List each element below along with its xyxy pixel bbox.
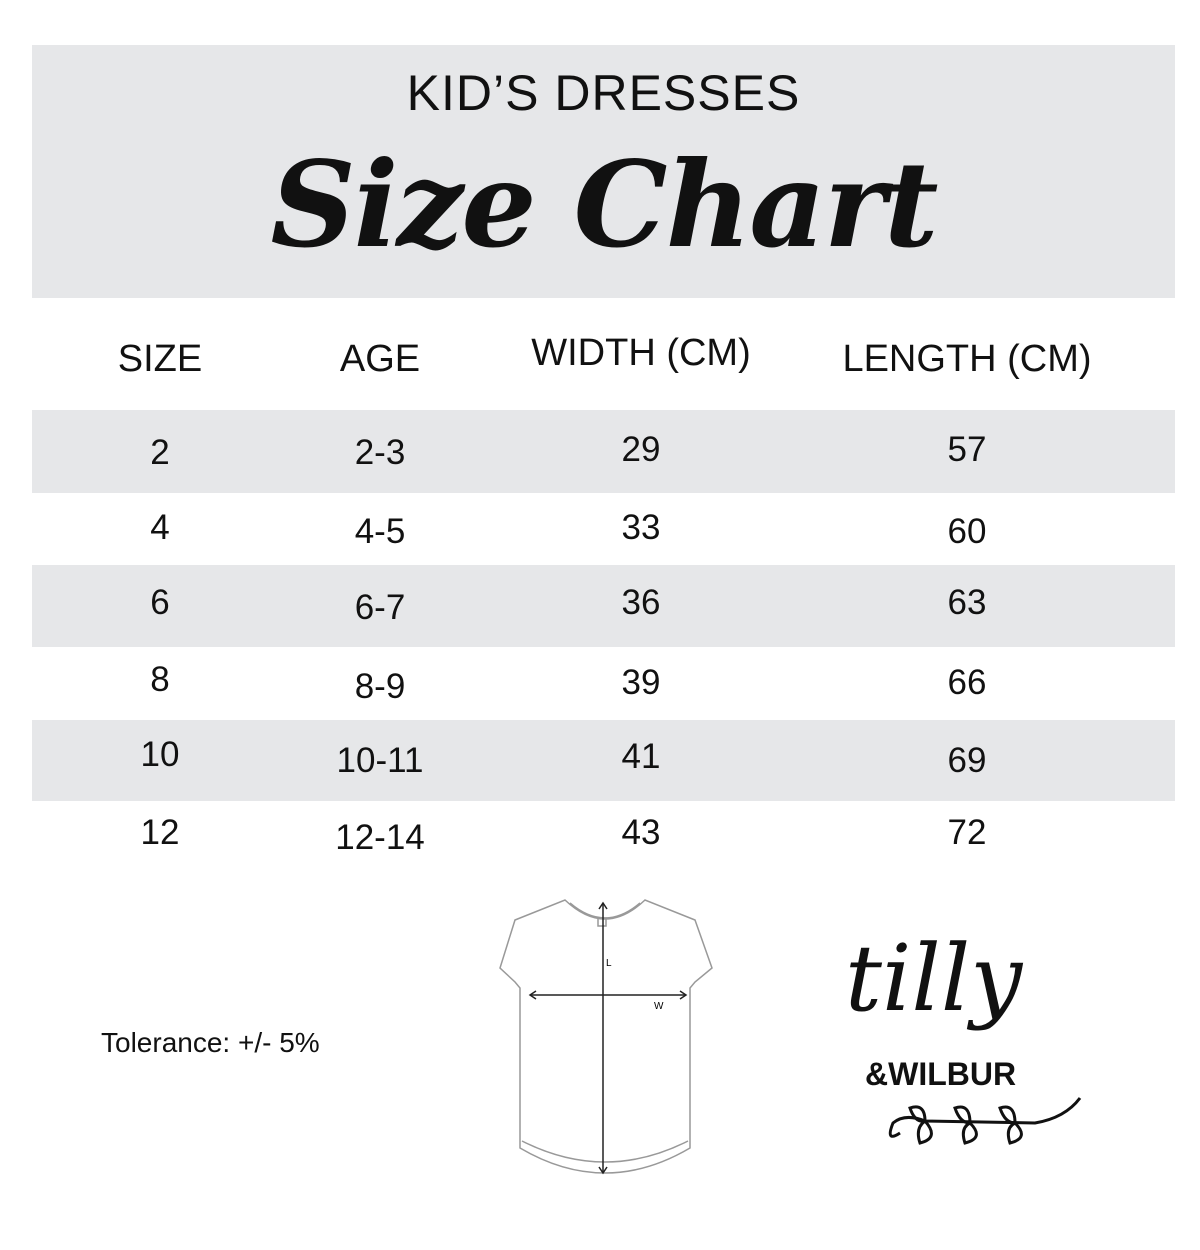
table-cell: 57 <box>947 430 987 469</box>
table-cell: 6-7 <box>354 588 406 627</box>
table-cell: 12-14 <box>335 818 425 857</box>
table-cell: 2 <box>150 433 170 472</box>
tilly-wilbur-logo: tilly &WILBUR <box>845 925 1082 1145</box>
dress-diagram: L W <box>499 899 713 1175</box>
subtitle: KID’S DRESSES <box>406 65 801 121</box>
table-cell: 8-9 <box>354 667 406 706</box>
table-cell: 36 <box>621 583 661 622</box>
table-cell: 41 <box>621 737 661 776</box>
table-cell: 29 <box>621 430 661 469</box>
logo-wordmark-tilly: tilly <box>845 925 1023 1032</box>
table-cell: 39 <box>621 663 661 702</box>
table-cell: 72 <box>947 813 987 852</box>
table-cell: 8 <box>150 660 170 699</box>
table-cell: 66 <box>947 663 987 702</box>
table-cell: 6 <box>150 583 170 622</box>
length-label: L <box>606 958 612 969</box>
table-cell: 10-11 <box>336 741 424 780</box>
table-row <box>32 801 1175 870</box>
table-row <box>32 647 1175 720</box>
leaf-branch-icon <box>888 1097 1082 1145</box>
table-row <box>32 493 1175 565</box>
table-cell: 60 <box>947 512 987 551</box>
tolerance-note: Tolerance: +/- 5% <box>101 1027 320 1058</box>
column-header: AGE <box>339 338 421 380</box>
logo-wordmark-wilbur: &WILBUR <box>865 1056 1016 1092</box>
table-cell: 2-3 <box>354 433 406 472</box>
table-cell: 43 <box>621 813 661 852</box>
table-cell: 63 <box>947 583 987 622</box>
table-cell: 12 <box>140 813 180 852</box>
table-row <box>32 410 1175 493</box>
column-header: SIZE <box>117 338 203 380</box>
table-cell: 4-5 <box>354 512 406 551</box>
table-cell: 69 <box>947 741 987 780</box>
header-banner: KID’S DRESSES Size Chart <box>32 45 1175 298</box>
table-row <box>32 565 1175 647</box>
table-cell: 4 <box>150 508 170 547</box>
table-cell: 10 <box>140 735 180 774</box>
table-cell: 33 <box>621 508 661 547</box>
width-label: W <box>654 1001 664 1012</box>
column-header: LENGTH (CM) <box>842 338 1092 380</box>
page-title: Size Chart <box>270 135 938 274</box>
table-row <box>32 720 1175 801</box>
column-header: WIDTH (CM) <box>531 332 751 374</box>
